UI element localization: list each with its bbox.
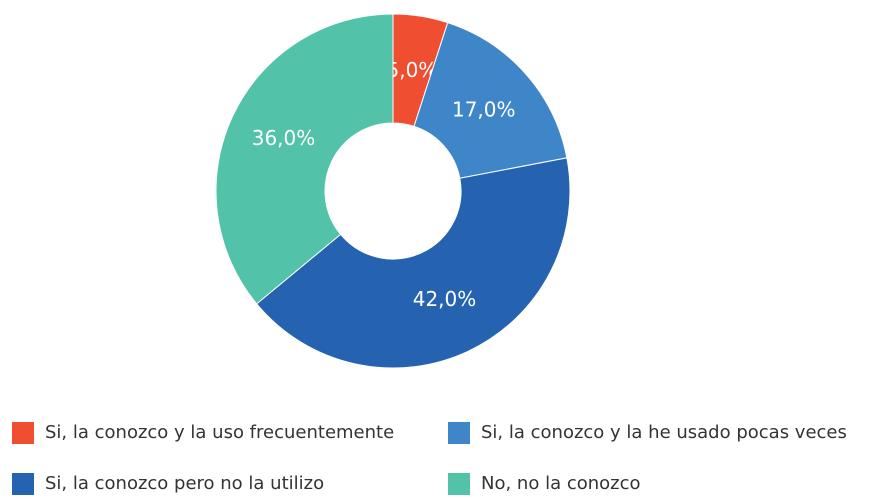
legend-swatch	[448, 422, 470, 444]
legend-swatch	[12, 473, 34, 495]
legend-label: Si, la conozco pero no la utilizo	[45, 473, 324, 494]
legend-label: Si, la conozco y la he usado pocas veces	[481, 422, 847, 443]
data-label: 5,0%	[387, 58, 438, 82]
data-label: 36,0%	[252, 126, 316, 150]
legend-label: Si, la conozco y la uso frecuentemente	[45, 422, 394, 443]
donut-slice	[215, 13, 394, 305]
data-label: 42,0%	[413, 287, 477, 311]
data-label: 17,0%	[452, 97, 516, 121]
legend-swatch	[12, 422, 34, 444]
legend-label: No, no la conozco	[481, 473, 641, 494]
donut-slice	[255, 157, 571, 369]
legend-swatch	[448, 473, 470, 495]
donut-slice	[413, 22, 568, 179]
